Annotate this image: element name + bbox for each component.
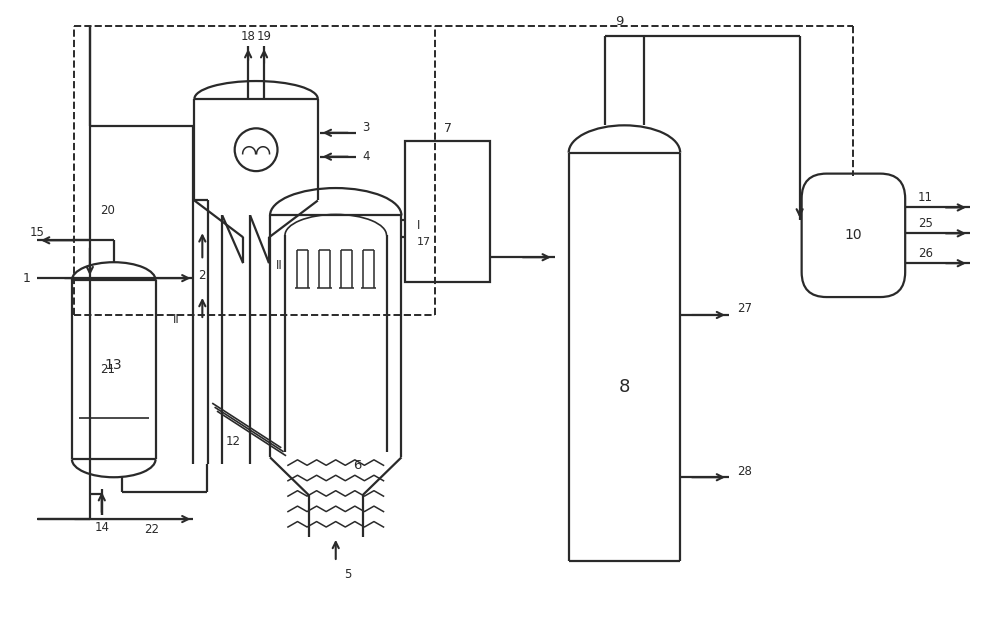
Text: 6: 6 — [353, 459, 362, 472]
Text: 11: 11 — [918, 191, 933, 204]
Text: I: I — [416, 219, 420, 232]
Text: 5: 5 — [344, 569, 351, 582]
Circle shape — [235, 128, 278, 171]
Text: 1: 1 — [22, 272, 30, 285]
Text: 27: 27 — [737, 301, 752, 314]
Text: 7: 7 — [444, 122, 452, 135]
Text: 25: 25 — [918, 217, 933, 230]
Text: 18: 18 — [241, 30, 256, 43]
Text: II: II — [173, 314, 180, 327]
Text: 9: 9 — [615, 15, 624, 28]
Text: 22: 22 — [144, 523, 159, 536]
Text: 15: 15 — [30, 226, 45, 239]
Text: 28: 28 — [737, 465, 752, 478]
Text: 21: 21 — [100, 363, 115, 376]
Text: 8: 8 — [619, 378, 630, 396]
Text: 3: 3 — [363, 122, 370, 135]
Text: 2: 2 — [199, 268, 206, 281]
Text: 20: 20 — [100, 204, 115, 217]
Text: 12: 12 — [226, 435, 241, 448]
Text: 10: 10 — [845, 228, 862, 242]
Text: 17: 17 — [416, 237, 431, 247]
FancyBboxPatch shape — [802, 174, 905, 297]
Text: 13: 13 — [105, 358, 123, 372]
Text: 26: 26 — [918, 247, 933, 260]
Text: 4: 4 — [363, 150, 370, 163]
Text: II: II — [276, 259, 283, 272]
Text: 19: 19 — [257, 30, 272, 43]
Bar — [405, 141, 490, 282]
Text: 14: 14 — [94, 521, 109, 534]
